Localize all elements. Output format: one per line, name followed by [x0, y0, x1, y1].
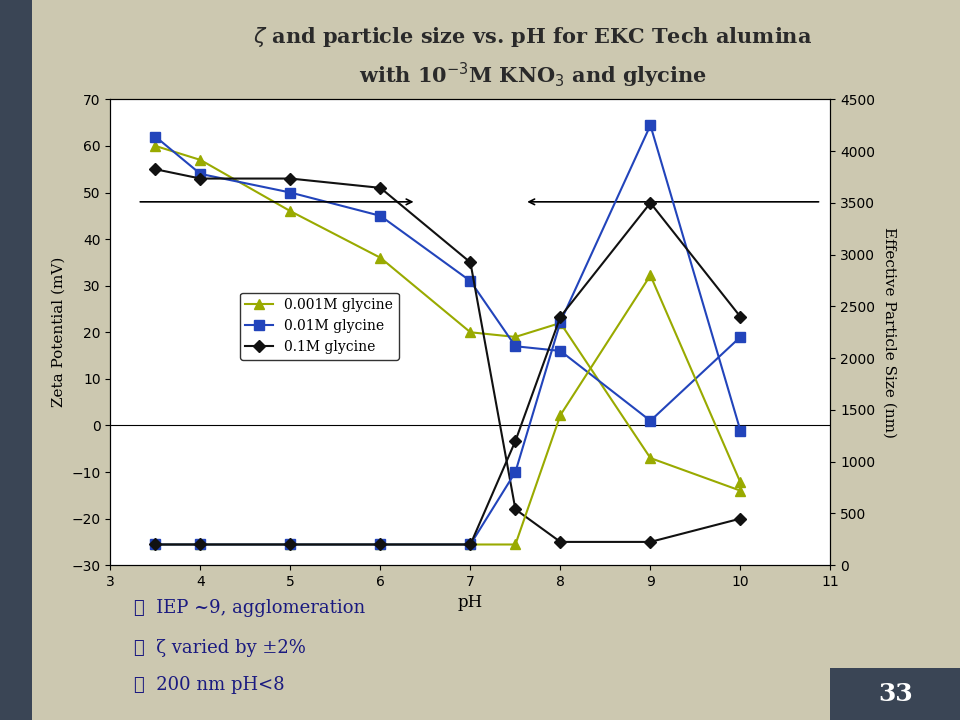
- Text: ❖  IEP ~9, agglomeration: ❖ IEP ~9, agglomeration: [134, 599, 366, 618]
- 0.1M glycine: [374, 184, 386, 192]
- 0.01M glycine: [734, 333, 746, 341]
- Text: 33: 33: [877, 682, 913, 706]
- 0.01M glycine: [465, 276, 476, 285]
- 0.01M glycine: [510, 342, 521, 351]
- 0.001M glycine: [374, 253, 386, 262]
- 0.001M glycine: [284, 207, 296, 215]
- 0.1M glycine: [645, 538, 657, 546]
- Text: ❖  ζ varied by ±2%: ❖ ζ varied by ±2%: [134, 639, 306, 657]
- Y-axis label: Effective Particle Size (nm): Effective Particle Size (nm): [882, 227, 896, 438]
- 0.1M glycine: [510, 505, 521, 513]
- Line: 0.1M glycine: 0.1M glycine: [152, 165, 745, 546]
- 0.01M glycine: [284, 188, 296, 197]
- 0.001M glycine: [645, 454, 657, 462]
- 0.001M glycine: [195, 156, 206, 164]
- 0.1M glycine: [555, 538, 566, 546]
- Text: with 10$^{-3}$M KNO$_3$ and glycine: with 10$^{-3}$M KNO$_3$ and glycine: [359, 61, 707, 91]
- 0.01M glycine: [555, 346, 566, 355]
- 0.001M glycine: [465, 328, 476, 336]
- 0.01M glycine: [195, 170, 206, 179]
- 0.001M glycine: [555, 319, 566, 328]
- 0.1M glycine: [284, 174, 296, 183]
- 0.001M glycine: [150, 142, 161, 150]
- Y-axis label: Zeta Potential (mV): Zeta Potential (mV): [52, 257, 66, 408]
- 0.1M glycine: [465, 258, 476, 266]
- 0.001M glycine: [734, 486, 746, 495]
- Line: 0.01M glycine: 0.01M glycine: [151, 132, 745, 426]
- Line: 0.001M glycine: 0.001M glycine: [151, 141, 745, 495]
- 0.1M glycine: [734, 514, 746, 523]
- Text: $\zeta$ and particle size vs. pH for EKC Tech alumina: $\zeta$ and particle size vs. pH for EKC…: [253, 25, 812, 49]
- 0.01M glycine: [645, 416, 657, 425]
- X-axis label: pH: pH: [458, 595, 483, 611]
- 0.1M glycine: [150, 165, 161, 174]
- 0.1M glycine: [195, 174, 206, 183]
- Text: ❖  200 nm pH<8: ❖ 200 nm pH<8: [134, 677, 285, 694]
- 0.01M glycine: [374, 212, 386, 220]
- 0.01M glycine: [150, 132, 161, 141]
- Legend: 0.001M glycine, 0.01M glycine, 0.1M glycine: 0.001M glycine, 0.01M glycine, 0.1M glyc…: [240, 292, 398, 360]
- 0.001M glycine: [510, 333, 521, 341]
